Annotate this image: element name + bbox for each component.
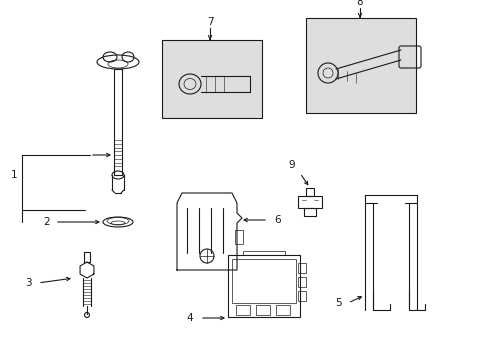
Text: 8: 8 bbox=[356, 0, 363, 7]
Bar bbox=[275, 305, 289, 315]
Bar bbox=[236, 305, 249, 315]
Bar bbox=[297, 291, 305, 301]
Bar bbox=[297, 263, 305, 273]
Text: 3: 3 bbox=[24, 278, 31, 288]
Text: 2: 2 bbox=[43, 217, 50, 227]
Bar bbox=[305, 18, 415, 113]
Bar bbox=[297, 277, 305, 287]
Bar bbox=[162, 40, 262, 118]
Bar bbox=[231, 259, 295, 303]
Bar bbox=[84, 252, 90, 262]
Bar bbox=[227, 255, 299, 317]
Text: 5: 5 bbox=[334, 298, 341, 308]
Bar bbox=[304, 208, 315, 216]
Bar bbox=[243, 251, 285, 255]
Bar bbox=[297, 196, 321, 208]
Bar bbox=[256, 305, 269, 315]
Text: 6: 6 bbox=[274, 215, 281, 225]
Bar bbox=[114, 69, 122, 175]
Text: 1: 1 bbox=[11, 170, 17, 180]
Bar bbox=[235, 230, 243, 244]
Text: 7: 7 bbox=[206, 17, 213, 27]
Bar bbox=[305, 188, 313, 196]
Text: 9: 9 bbox=[288, 160, 295, 170]
Text: 4: 4 bbox=[186, 313, 193, 323]
